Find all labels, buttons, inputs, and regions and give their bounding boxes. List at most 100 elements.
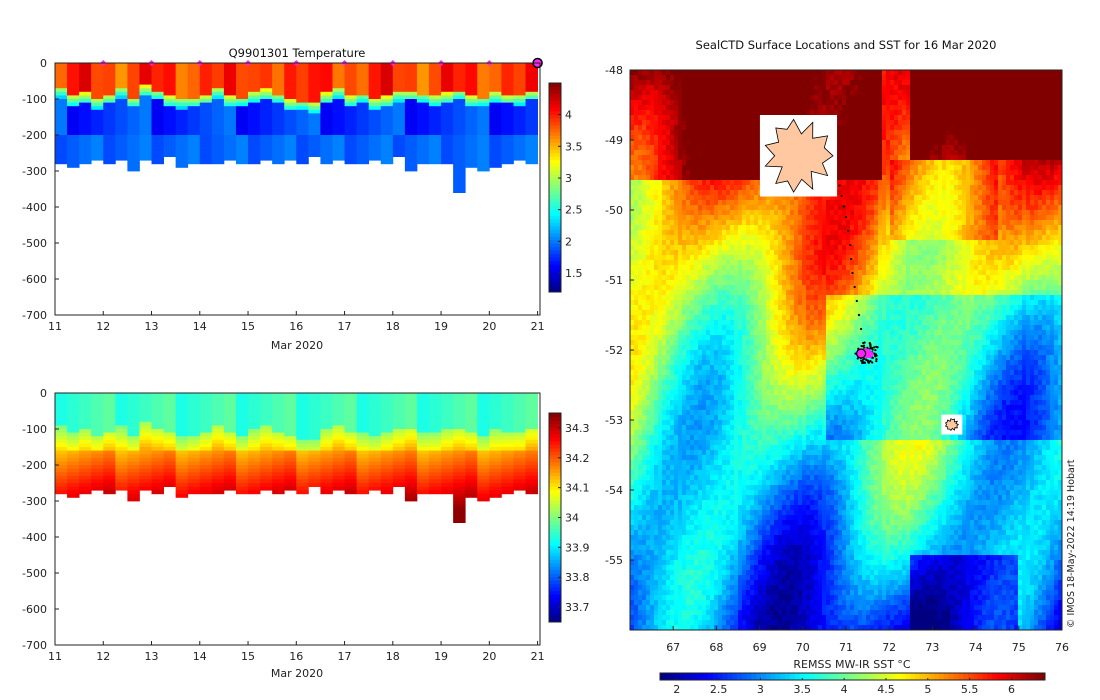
sst-cell [658, 165, 663, 171]
s-cell [344, 483, 358, 487]
sst-cell [994, 165, 999, 171]
t-cell [223, 109, 237, 114]
t-cell [248, 156, 261, 161]
t-cell [103, 142, 116, 147]
t-cell [103, 149, 116, 154]
s-cell [55, 418, 68, 423]
s-cell [296, 475, 309, 480]
s-cell [380, 457, 394, 462]
s-cell [392, 425, 406, 430]
t-cell [211, 117, 225, 121]
sst-cell [702, 150, 707, 156]
t-cell [91, 138, 104, 143]
sst-cell [1018, 90, 1023, 96]
t-colorbar-band [549, 145, 561, 150]
sst-cell [670, 130, 675, 136]
t-cell [284, 124, 297, 129]
sst-cell [1054, 105, 1059, 111]
s-cell [453, 450, 466, 455]
t-cell [513, 142, 526, 147]
sst-cell [962, 135, 967, 141]
sst-cell [934, 175, 939, 181]
t-cell [163, 95, 177, 100]
t-cell [368, 124, 382, 129]
t-cell [272, 77, 285, 82]
sst-cell [662, 125, 667, 131]
s-cell [151, 432, 164, 437]
sst-cell [930, 150, 935, 156]
sst-cell [770, 105, 775, 111]
sst-cell [862, 160, 867, 166]
sst-cell [946, 180, 951, 186]
sst-cell [886, 75, 891, 81]
sst-cell [726, 105, 731, 111]
s-cell [115, 447, 128, 451]
t-cell [441, 153, 454, 157]
t-cell [489, 95, 502, 100]
sst-cell [670, 90, 675, 96]
s-cell [416, 407, 430, 412]
t-cell [55, 73, 68, 78]
sst-cell [958, 150, 963, 156]
s-cell [139, 396, 152, 401]
s-cell [199, 396, 213, 401]
sst-cell [738, 170, 743, 176]
sst-cell [974, 110, 979, 116]
s-cell [344, 436, 358, 441]
sst-cell [658, 140, 663, 146]
sst-cell [838, 170, 843, 176]
sst-cell [706, 160, 711, 166]
sst-cell [702, 110, 707, 116]
sst-cell [938, 70, 943, 76]
t-ytick-label: -400 [22, 201, 47, 214]
t-cell [272, 160, 285, 165]
s-xtick-label: 16 [289, 650, 303, 663]
sst-cell [646, 130, 651, 136]
sst-cell [838, 80, 843, 86]
sst-cell [1026, 145, 1031, 151]
s-cell [477, 393, 490, 397]
s-cell [163, 403, 177, 408]
t-cell [296, 127, 309, 132]
t-cell [199, 73, 213, 78]
sst-cell [902, 80, 907, 86]
sst-cell [754, 115, 759, 121]
s-colorbar-band [549, 576, 561, 581]
sst-cell [958, 70, 963, 76]
sst-cell [782, 85, 787, 91]
sst-cell [862, 135, 867, 141]
s-cell [332, 457, 345, 462]
sst-cell [926, 120, 931, 126]
t-cell [79, 131, 92, 136]
sst-cell [842, 120, 847, 126]
s-cell [199, 443, 213, 448]
t-cell [404, 127, 418, 132]
sst-cell [710, 165, 715, 171]
t-cell [211, 73, 225, 78]
sst-cell [746, 115, 751, 121]
sst-cell [962, 125, 967, 131]
sst-cell [850, 150, 855, 156]
s-cell [380, 432, 394, 437]
sst-cell [734, 120, 739, 126]
s-cell [187, 450, 201, 455]
t-cell [380, 149, 394, 154]
s-cell [296, 461, 309, 466]
t-cell [525, 127, 538, 132]
sst-cell [1022, 105, 1027, 111]
sst-cell [790, 85, 795, 91]
sst-cell [886, 135, 891, 141]
s-cell [416, 454, 430, 459]
sst-cell [1046, 110, 1051, 116]
sst-cell [986, 95, 991, 101]
t-cell [248, 135, 261, 139]
s-cell [175, 421, 189, 426]
s-cell [151, 483, 164, 487]
t-cell [284, 102, 297, 107]
sst-cell [950, 70, 955, 76]
sst-cell [754, 120, 759, 126]
s-cell [453, 429, 466, 433]
s-cell [139, 454, 152, 459]
sst-cell [838, 165, 843, 171]
t-cell [416, 102, 430, 107]
